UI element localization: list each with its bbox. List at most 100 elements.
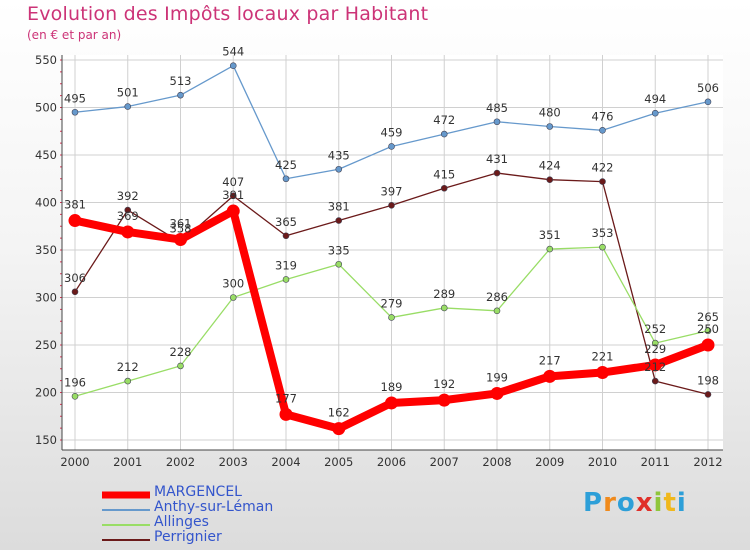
y-tick-label: 350 (35, 243, 57, 257)
data-point-perrignier (388, 202, 395, 209)
data-label-margencel: 391 (222, 188, 244, 202)
proxiti-logo: Proxiti (583, 488, 687, 518)
data-point-margencel (121, 225, 135, 239)
data-label-allinges: 300 (222, 277, 244, 291)
data-point-allinges (599, 243, 606, 251)
data-label-anthy-sur-l-man: 506 (697, 81, 719, 95)
data-label-anthy-sur-l-man: 544 (222, 45, 244, 59)
data-point-perrignier (335, 217, 343, 224)
data-label-anthy-sur-l-man: 472 (433, 113, 455, 127)
logo-letter: i (653, 488, 664, 518)
logo-letter: t (663, 488, 677, 518)
data-point-anthy-sur-l-man (599, 127, 606, 134)
data-point-allinges (71, 392, 79, 400)
data-label-perrignier: 407 (222, 175, 244, 189)
data-point-anthy-sur-l-man (177, 91, 184, 99)
data-label-margencel: 250 (697, 322, 719, 336)
legend-label: Perrignier (154, 529, 222, 545)
data-label-allinges: 335 (328, 243, 350, 257)
data-label-margencel: 162 (328, 406, 350, 420)
legend-swatch (102, 491, 150, 499)
x-tick-label: 2006 (377, 455, 406, 469)
data-point-allinges (546, 245, 554, 253)
x-tick-label: 2010 (588, 455, 617, 469)
data-point-perrignier (282, 232, 290, 240)
data-label-perrignier: 198 (697, 373, 719, 387)
x-tick-label: 2000 (60, 455, 89, 469)
data-point-margencel (279, 407, 293, 421)
data-label-margencel: 199 (486, 370, 508, 384)
data-label-margencel: 177 (275, 391, 297, 405)
data-point-margencel (701, 338, 715, 352)
data-label-allinges: 286 (486, 290, 508, 304)
data-point-allinges (440, 304, 448, 312)
data-point-allinges (493, 307, 501, 315)
data-point-anthy-sur-l-man (282, 175, 290, 183)
data-point-margencel (543, 369, 557, 383)
x-tick-label: 2003 (219, 455, 248, 469)
data-label-anthy-sur-l-man: 435 (328, 148, 350, 162)
data-point-anthy-sur-l-man (229, 62, 237, 69)
data-label-margencel: 192 (433, 377, 455, 391)
legend-label: Anthy-sur-Léman (154, 499, 274, 515)
x-tick-label: 2011 (641, 455, 670, 469)
data-point-perrignier (546, 176, 554, 183)
data-point-allinges (388, 314, 395, 321)
data-point-perrignier (124, 206, 132, 214)
data-label-allinges: 319 (275, 258, 297, 272)
x-tick-label: 2004 (271, 455, 300, 469)
data-point-perrignier (704, 391, 712, 398)
data-point-margencel (490, 386, 504, 400)
data-point-allinges (124, 377, 132, 385)
data-point-anthy-sur-l-man (388, 143, 395, 150)
data-label-margencel: 361 (170, 217, 192, 231)
data-point-anthy-sur-l-man (124, 103, 132, 110)
data-point-margencel (648, 358, 662, 372)
data-point-anthy-sur-l-man (335, 165, 343, 173)
y-tick-label: 550 (35, 53, 57, 67)
data-label-margencel: 217 (539, 353, 561, 367)
legend-swatch (102, 524, 150, 526)
y-tick-label: 300 (35, 291, 57, 305)
data-label-perrignier: 306 (64, 271, 86, 285)
legend-swatch (102, 539, 150, 541)
chart-title: Evolution des Impôts locaux par Habitant (27, 3, 429, 25)
data-label-allinges: 279 (381, 296, 403, 310)
data-label-anthy-sur-l-man: 480 (539, 106, 561, 120)
data-label-perrignier: 431 (486, 152, 508, 166)
legend-label: MARGENCEL (154, 484, 242, 500)
data-point-perrignier (440, 184, 448, 192)
data-point-perrignier (71, 288, 79, 296)
data-label-anthy-sur-l-man: 494 (644, 92, 666, 106)
x-tick-label: 2012 (693, 455, 722, 469)
data-label-perrignier: 358 (170, 221, 192, 235)
data-point-allinges (177, 362, 184, 370)
data-label-perrignier: 397 (381, 184, 403, 198)
x-tick-label: 2005 (324, 455, 353, 469)
data-point-anthy-sur-l-man (493, 118, 501, 126)
data-label-margencel: 189 (381, 380, 403, 394)
y-tick-label: 450 (35, 148, 57, 162)
logo-letter: i (676, 488, 687, 518)
x-tick-label: 2008 (482, 455, 511, 469)
data-label-perrignier: 212 (644, 360, 666, 374)
logo-letter: o (616, 488, 636, 518)
x-tick-label: 2007 (430, 455, 459, 469)
logo-letter: P (583, 488, 604, 518)
data-label-margencel: 229 (644, 342, 666, 356)
data-label-allinges: 351 (539, 228, 561, 242)
data-point-anthy-sur-l-man (651, 109, 659, 117)
data-label-allinges: 289 (433, 287, 455, 301)
data-point-anthy-sur-l-man (546, 123, 554, 130)
data-label-allinges: 252 (644, 322, 666, 336)
data-label-anthy-sur-l-man: 501 (117, 86, 139, 100)
data-point-perrignier (651, 377, 659, 385)
x-tick-label: 2002 (166, 455, 195, 469)
data-point-allinges (229, 294, 237, 301)
data-label-margencel: 221 (592, 350, 614, 364)
data-label-anthy-sur-l-man: 485 (486, 101, 508, 115)
y-tick-label: 400 (35, 196, 57, 210)
logo-letter: x (635, 488, 654, 518)
data-label-margencel: 369 (117, 209, 139, 223)
